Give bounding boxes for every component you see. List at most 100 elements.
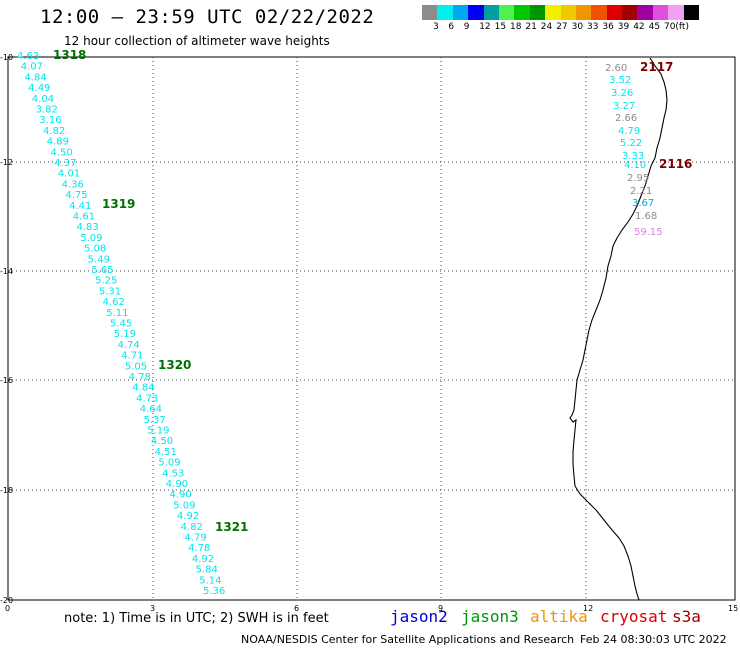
- wave-height-label: 4.01: [58, 169, 80, 180]
- legend-swatch: [452, 5, 469, 20]
- wave-height-label: 2.95: [627, 173, 649, 184]
- wave-height-label: 2.60: [605, 63, 627, 74]
- wave-height-label: 4.92: [192, 554, 214, 565]
- legend-swatch: [422, 5, 438, 20]
- legend-label: 24: [540, 22, 553, 32]
- x-tick-label: 6: [294, 604, 299, 613]
- map-title: 12:00 – 23:59 UTC 02/22/2022: [40, 6, 375, 28]
- legend-label: 33: [587, 22, 599, 32]
- wave-height-label: 4.04: [32, 94, 54, 105]
- wave-height-label: 3.52: [609, 75, 631, 86]
- legend-label: 39: [617, 22, 630, 32]
- satellite-label: s3a: [672, 607, 701, 626]
- wave-height-label: 5.84: [196, 565, 218, 576]
- wave-height-label: 3.16: [39, 115, 61, 126]
- wave-height-label: 5.45: [110, 319, 132, 330]
- y-tick-label: -16: [0, 376, 13, 385]
- legend-swatch: [529, 5, 546, 20]
- wave-height-label: 4.61: [73, 212, 95, 223]
- legend-label: 30: [571, 22, 584, 32]
- legend-swatch: [545, 5, 561, 20]
- x-tick-label: 12: [583, 604, 593, 613]
- y-tick-label: -14: [0, 267, 13, 276]
- wave-height-label: 5.31: [99, 286, 121, 297]
- legend-swatch: [514, 5, 530, 20]
- wave-height-label: 4.62: [103, 297, 125, 308]
- wave-height-label: 4.10: [624, 160, 646, 171]
- x-tick-label: 9: [438, 604, 443, 613]
- y-tick-label: -20: [0, 596, 13, 605]
- legend-swatch: [575, 5, 592, 20]
- legend-swatch: [560, 5, 576, 20]
- legend-label: 27: [556, 22, 568, 32]
- satellite-label: cryosat: [600, 607, 668, 626]
- wave-height-label: 4.37: [54, 158, 76, 169]
- wave-height-label: 4.78: [129, 372, 151, 383]
- wave-height-label: 4.71: [121, 351, 143, 362]
- wave-height-label: 4.75: [65, 190, 87, 201]
- legend-swatch: [437, 5, 453, 20]
- grid-lines: [8, 57, 735, 600]
- wave-height-label: 4.90: [170, 490, 192, 501]
- wave-height-label: 5.11: [106, 308, 128, 319]
- legend-label: 9: [463, 22, 470, 32]
- color-legend: [422, 5, 700, 20]
- wave-height-label: 2.21: [630, 186, 652, 197]
- wave-height-label: 5.22: [620, 138, 642, 149]
- legend-label: 15: [494, 22, 507, 32]
- legend-label: 45: [648, 22, 661, 32]
- wave-height-label: 4.89: [47, 137, 69, 148]
- wave-height-label: 4.53: [162, 468, 184, 479]
- wave-height-label: 3.33: [622, 151, 644, 162]
- legend-label: 42: [633, 22, 645, 32]
- wave-height-label: 5.65: [91, 265, 113, 276]
- wave-height-label: 5.08: [84, 244, 106, 255]
- legend-swatch: [637, 5, 653, 20]
- legend-label: (ft): [675, 22, 689, 32]
- legend-label: 12: [479, 22, 491, 32]
- wave-height-label: 5.36: [203, 586, 225, 597]
- wave-height-label: 4.50: [151, 436, 173, 447]
- pass-time-label: 1320: [158, 358, 191, 372]
- legend-swatch: [498, 5, 515, 20]
- wave-height-label: 5.25: [95, 276, 117, 287]
- coastline: [569, 57, 668, 601]
- wave-height-label: 4.64: [140, 404, 162, 415]
- west-track: 4.634.074.844.494.043.823.164.824.894.50…: [17, 48, 248, 597]
- pass-time-label: 1321: [215, 520, 248, 534]
- wave-height-label: 4.41: [69, 201, 91, 212]
- satellite-label: jason2: [390, 607, 448, 626]
- pass-time-label: 2116: [659, 157, 692, 171]
- y-tick-label: -18: [0, 486, 13, 495]
- legend-swatch: [468, 5, 484, 20]
- wave-height-label: 4.78: [188, 543, 210, 554]
- pass-time-label: 1319: [102, 197, 135, 211]
- legend-swatch: [606, 5, 623, 20]
- pass-time-label: 2117: [640, 60, 673, 74]
- x-tick-label: 15: [728, 604, 738, 613]
- y-tick-label: -10: [0, 53, 13, 62]
- wave-height-label: 5.09: [173, 500, 195, 511]
- credit-line: NOAA/NESDIS Center for Satellite Applica…: [241, 633, 575, 646]
- wave-height-label: 4.63: [17, 51, 39, 62]
- wave-height-label: 2.66: [615, 113, 637, 124]
- wave-height-label: 5.14: [199, 575, 221, 586]
- wave-height-label: 5.09: [80, 233, 102, 244]
- wave-height-label: 5.05: [125, 361, 147, 372]
- legend-swatch: [483, 5, 499, 20]
- legend-swatch: [652, 5, 669, 20]
- axis-ticks: 0 3 6 9 12 15 -10 -12 -14 -16 -18 -20: [0, 53, 738, 613]
- wave-height-label: 4.74: [117, 340, 139, 351]
- wave-height-label: 4.82: [43, 126, 65, 137]
- wave-height-label: 3.27: [613, 101, 635, 112]
- wave-height-label: 4.79: [618, 126, 640, 137]
- y-tick-label: -12: [0, 158, 13, 167]
- satellite-label: jason3: [461, 607, 519, 626]
- wave-height-label: 4.83: [77, 222, 99, 233]
- wave-height-label: 5.19: [147, 426, 169, 437]
- legend-label: 18: [510, 22, 522, 32]
- wave-height-label: 1.68: [635, 211, 657, 222]
- generated-timestamp: Feb 24 08:30:03 UTC 2022: [580, 633, 727, 646]
